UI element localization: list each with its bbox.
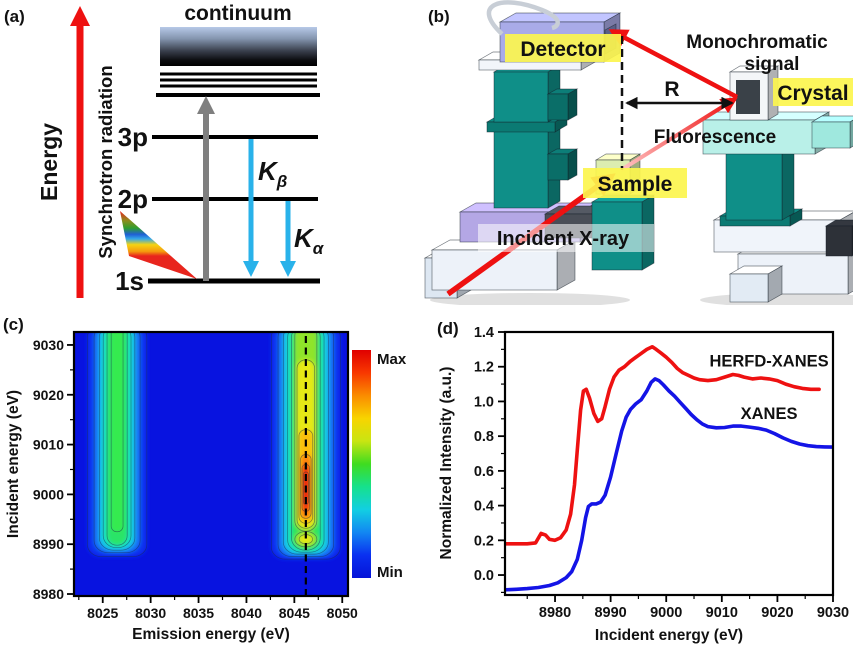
- colorbar-min-label: Min: [377, 564, 403, 581]
- series-annotation: HERFD-XANES: [709, 353, 828, 371]
- fluorescence-label: Fluorescence: [654, 127, 777, 148]
- y-tick-label: 1.0: [474, 394, 494, 410]
- panel-b-label: (b): [428, 7, 450, 26]
- crystal-motor-arm: [810, 115, 853, 149]
- plot-border: [72, 330, 350, 598]
- x-tick-label: 8025: [87, 605, 118, 621]
- panel-a-energy-diagram: (a) Energy Synchrotron radiation continu…: [4, 2, 325, 298]
- colorbar-max-label: Max: [377, 351, 407, 368]
- tick-labels: 8025 8030 8035 8040 8045 8050 8980 8990 9000 9010…: [33, 337, 358, 621]
- right-tower: [724, 144, 796, 221]
- right-base-motor: [728, 265, 784, 303]
- y-tick-label: 0.8: [474, 429, 494, 445]
- shadow: [430, 293, 630, 305]
- curves: [505, 344, 833, 592]
- x-axis-title: Incident energy (eV): [595, 627, 743, 644]
- detector-cable-icon: [486, 0, 560, 36]
- panel-a-label: (a): [4, 7, 25, 26]
- x-tick-label: 8030: [135, 605, 166, 621]
- level-1s-label: 1s: [115, 266, 144, 296]
- x-axis-title: Emission energy (eV): [132, 626, 290, 643]
- x-tick-label: 8990: [594, 605, 626, 621]
- y-tick-label: 9010: [33, 437, 64, 453]
- x-tick-label: 8050: [327, 605, 358, 621]
- panel-c-label: (c): [3, 315, 24, 334]
- x-tick-label: 8035: [183, 605, 214, 621]
- sample-label-highlight: [583, 168, 687, 198]
- x-tick-label: 9000: [650, 605, 682, 621]
- kalpha-label: Kα: [294, 223, 325, 258]
- herfd-xanes-curve: [505, 344, 821, 546]
- level-2p-label: 2p: [118, 184, 148, 214]
- kalpha-arrowhead-icon: [280, 261, 296, 277]
- detector-label-highlight: [505, 34, 621, 62]
- kbeta-arrowhead-icon: [243, 261, 259, 277]
- crystal-face-icon: [736, 80, 760, 114]
- x-tick-label: 8045: [279, 605, 310, 621]
- left-side-unit: [546, 148, 579, 181]
- x-tick-label: 9010: [706, 605, 738, 621]
- y-tick-label: 9000: [33, 486, 64, 502]
- kbeta-label: Kβ: [258, 156, 287, 191]
- left-side-unit: [546, 88, 579, 121]
- y-tick-label: 1.2: [474, 360, 494, 376]
- panel-b-spectrometer-setup: (b) Detector Monochromatic signal Crysta…: [423, 0, 853, 305]
- synchrotron-beam-icon: [120, 211, 197, 279]
- monochromatic-label-line1: Monochromatic: [686, 32, 828, 53]
- series-annotation: XANES: [741, 405, 798, 423]
- panel-c-rixs-map: (c) 8025 8030 8035 8040 8045 8050 8980 8990 9000…: [3, 315, 407, 643]
- radius-label: R: [664, 78, 679, 101]
- y-tick-label: 9030: [33, 337, 64, 353]
- right-stage-motor: [824, 219, 853, 257]
- x-tick-label: 9020: [761, 605, 793, 621]
- colorbar: [352, 350, 371, 578]
- x-tick-label: 8040: [231, 605, 262, 621]
- line-plot: 8980 8990 9000 9010 9020 9030 0.0 0.2 0.4 0.6 0.8 1…: [474, 325, 849, 621]
- heatmap-plot: 8025 8030 8035 8040 8045 8050 8980 8990 9000 9010…: [33, 330, 407, 621]
- monochromatic-label-line2: signal: [745, 54, 800, 75]
- incident-xray-label: Incident X-ray: [497, 228, 630, 250]
- incident-label-backdrop: [478, 224, 654, 252]
- tick-labels: 8980 8990 9000 9010 9020 9030 0.0 0.2 0.4 0.6 0.8 1…: [474, 325, 849, 621]
- continuum-band: [160, 27, 317, 66]
- synchrotron-radiation-label: Synchrotron radiation: [95, 65, 116, 258]
- axis-ticks: [67, 344, 344, 603]
- y-tick-label: 8980: [33, 586, 64, 602]
- absorption-arrowhead-icon: [197, 96, 215, 114]
- level-3p-label: 3p: [118, 122, 148, 152]
- y-tick-label: 0.4: [474, 499, 494, 515]
- y-tick-label: 0.6: [474, 464, 494, 480]
- monochromatic-signal-arrow: [608, 29, 739, 99]
- y-tick-label: 9020: [33, 387, 64, 403]
- y-axis-title: Normalized Intensity (a.u.): [438, 367, 455, 560]
- energy-axis-label: Energy: [36, 123, 62, 201]
- y-tick-label: 8990: [33, 536, 64, 552]
- crystal-label: Crystal: [777, 82, 848, 105]
- fluorescence-arrow: [619, 97, 738, 172]
- energy-axis-arrowhead-icon: [70, 6, 90, 26]
- crystal-label-highlight: [773, 78, 853, 106]
- y-tick-label: 1.4: [474, 325, 494, 341]
- axis-ticks: [498, 331, 834, 602]
- panel-d-label: (d): [437, 319, 459, 338]
- y-tick-label: 0.0: [474, 568, 494, 584]
- detector-label: Detector: [520, 38, 605, 61]
- y-tick-label: 0.2: [474, 533, 494, 549]
- xanes-curve: [505, 377, 833, 592]
- x-tick-label: 9030: [817, 605, 849, 621]
- panel-d-xanes-plot: (d) 8980 8990 9000 9010 9020 9030 0.0 0.2 0.4 0.6…: [437, 319, 849, 644]
- y-axis-title: Incident energy (eV): [5, 390, 22, 538]
- continuum-label: continuum: [184, 2, 291, 25]
- plot-border: [503, 330, 835, 597]
- sample-label: Sample: [598, 173, 673, 196]
- x-tick-label: 8980: [539, 605, 571, 621]
